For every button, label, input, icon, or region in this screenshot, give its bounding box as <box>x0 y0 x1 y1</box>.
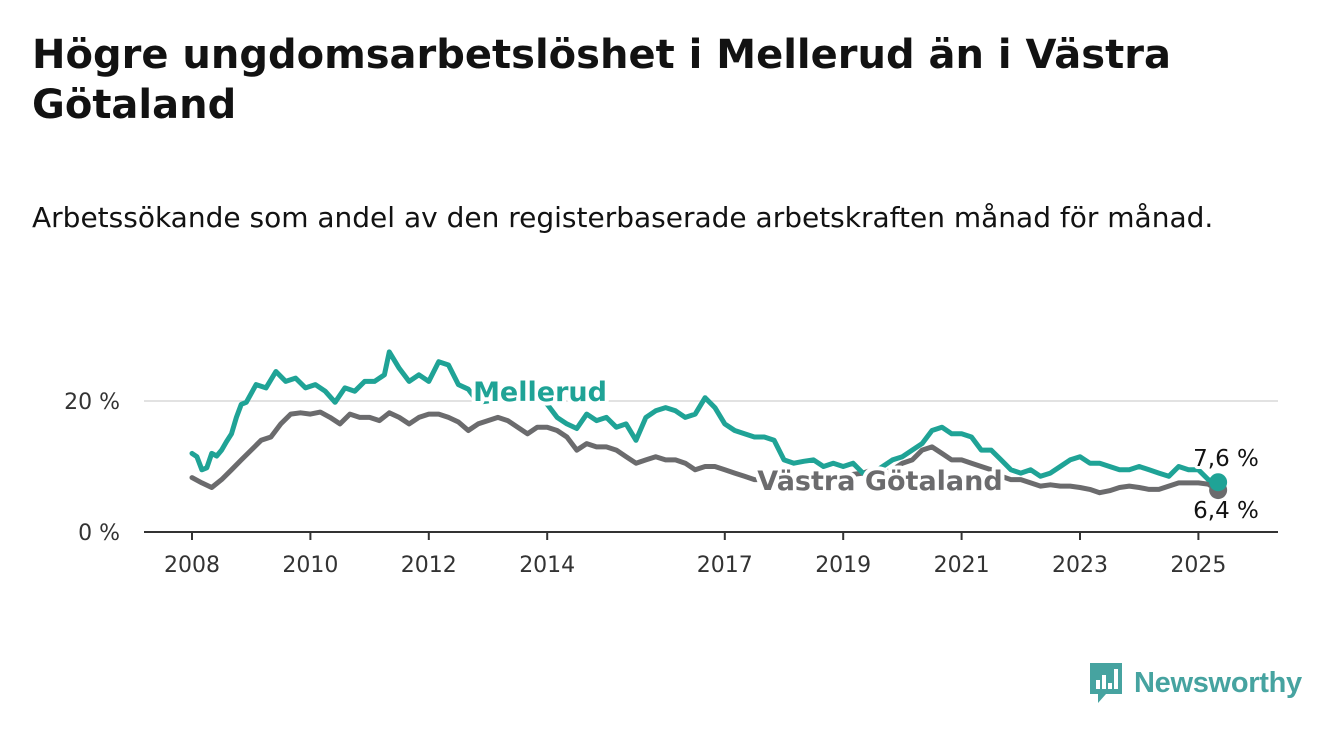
x-axis-ticks: 2008 2010 2012 2014 2017 2019 2021 2023 2025 <box>164 532 1226 578</box>
series-lines <box>189 349 1228 500</box>
y-tick-label: 0 % <box>78 521 120 546</box>
x-tick-label: 2010 <box>282 553 338 578</box>
end-value-label-mellerud: 7,6 % <box>1193 446 1259 472</box>
bar-chart-speech-bubble-icon <box>1090 663 1122 703</box>
series-labels: Mellerud Västra Götaland 7,6 % 6,4 % <box>469 373 1262 527</box>
x-tick-label: 2012 <box>401 553 457 578</box>
x-tick-label: 2014 <box>519 553 575 578</box>
brand-name: Newsworthy <box>1134 666 1302 699</box>
x-tick-label: 2019 <box>815 553 871 578</box>
series-label-mellerud: Mellerud <box>473 377 607 408</box>
series-line-vastra-gotaland <box>189 409 1221 496</box>
x-tick-label: 2017 <box>697 553 753 578</box>
chart-title: Högre ungdomsarbetslöshet i Mellerud än … <box>32 32 1171 128</box>
series-line-mellerud <box>189 349 1221 485</box>
x-tick-label: 2008 <box>164 553 220 578</box>
x-tick-label: 2025 <box>1170 553 1226 578</box>
series-label-vastra-gotaland: Västra Götaland <box>757 466 1002 497</box>
x-tick-label: 2021 <box>934 553 990 578</box>
y-tick-label: 20 % <box>64 390 120 415</box>
end-point-mellerud <box>1209 473 1228 492</box>
newsworthy-logo[interactable]: Newsworthy <box>1088 660 1302 706</box>
end-value-label-vastra-gotaland: 6,4 % <box>1193 498 1259 524</box>
y-axis-ticks: 0 % 20 % <box>64 390 120 546</box>
chart-subtitle: Arbetssökande som andel av den registerb… <box>32 201 1214 234</box>
x-tick-label: 2023 <box>1052 553 1108 578</box>
